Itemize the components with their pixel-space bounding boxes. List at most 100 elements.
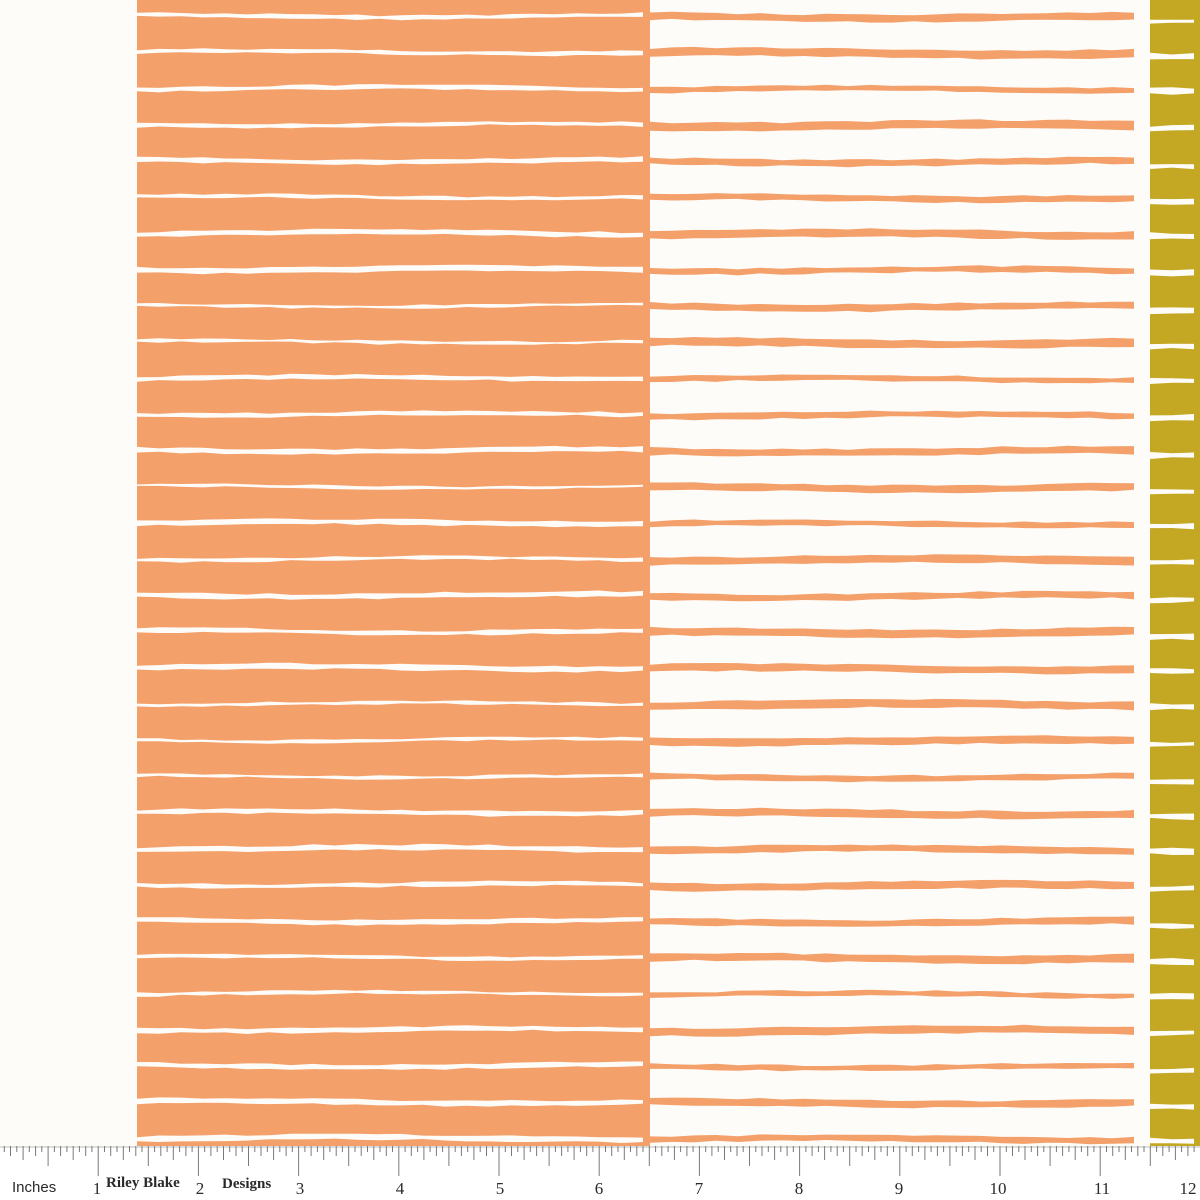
white-stripe [137, 808, 643, 817]
orange-stripe [650, 156, 1134, 168]
orange-stripe [650, 193, 1134, 204]
ruler-ticks [0, 1146, 1200, 1176]
mustard-gap [1150, 668, 1194, 674]
white-stripe [137, 264, 643, 275]
mustard-gap [1150, 124, 1194, 132]
orange-stripe [650, 519, 1134, 529]
white-stripe [137, 773, 643, 780]
mustard-gap [1150, 232, 1194, 240]
white-stripe [137, 880, 643, 889]
mustard-gap [1150, 164, 1194, 170]
brand-name-part1: Riley Blake [106, 1175, 180, 1191]
white-stripe [137, 555, 643, 563]
ruler-number-5: 5 [495, 1179, 505, 1198]
orange-stripe [650, 879, 1134, 892]
white-stripe [137, 228, 643, 238]
mustard-gap [1150, 993, 1194, 1000]
orange-panel [137, 0, 650, 1146]
white-stripe [137, 1097, 643, 1107]
brand-name-part2: Designs [222, 1176, 272, 1192]
white-stripe [137, 662, 643, 673]
orange-stripe [650, 337, 1134, 349]
mustard-gap [1150, 523, 1194, 530]
ruler-number-9: 9 [894, 1179, 904, 1198]
orange-stripe [650, 554, 1134, 566]
mustard-gap [1150, 1030, 1194, 1036]
orange-stripe [650, 301, 1134, 313]
orange-stripe [650, 374, 1134, 384]
mustard-gap [1150, 633, 1194, 641]
white-stripe [137, 121, 643, 129]
orange-stripe [650, 844, 1134, 855]
orange-stripe [650, 84, 1134, 94]
orange-stripe [650, 119, 1134, 132]
mustard-gap [1150, 343, 1194, 350]
orange-stripe [650, 916, 1134, 927]
orange-stripe [650, 590, 1134, 602]
white-stripe [137, 12, 643, 21]
white-stripe [137, 1061, 643, 1070]
mustard-gap [1150, 269, 1194, 277]
mustard-gap [1150, 703, 1194, 711]
mustard-gap [1150, 307, 1194, 315]
mustard-gap [1150, 559, 1194, 565]
white-stripe [137, 700, 643, 708]
white-stripe [137, 445, 643, 455]
orange-stripe [650, 807, 1134, 820]
ruler: Inches Riley Blake Designs 1 2 3 4 5 6 7… [0, 1146, 1200, 1200]
orange-stripe [650, 228, 1134, 240]
mustard-gap [1150, 813, 1194, 820]
white-stripe [137, 84, 643, 93]
mustard-gap [1150, 923, 1194, 929]
orange-stripes-group [650, 11, 1134, 1145]
mustard-gap [1150, 958, 1194, 966]
mustard-gap [1150, 741, 1194, 747]
mustard-gap [1150, 1137, 1194, 1144]
white-stripe [137, 48, 643, 57]
stripe-pattern [137, 0, 1200, 1146]
white-stripe [137, 483, 643, 490]
mustard-gap [1150, 779, 1194, 785]
white-stripe [137, 843, 643, 853]
mustard-gap [1150, 885, 1194, 892]
white-stripe [137, 338, 643, 345]
fabric-print [137, 0, 1200, 1146]
ruler-number-6: 6 [594, 1179, 604, 1198]
orange-stripe [650, 410, 1134, 421]
ruler-number-7: 7 [694, 1179, 704, 1198]
mustard-gaps-group [1150, 19, 1194, 1144]
orange-stripe [650, 1134, 1134, 1145]
orange-stripe [650, 1097, 1134, 1109]
white-stripes-group [137, 12, 643, 1143]
white-stripe [137, 590, 643, 600]
ruler-number-4: 4 [395, 1179, 405, 1198]
ruler-number-8: 8 [794, 1179, 804, 1198]
orange-stripe [650, 482, 1134, 494]
white-stripe [137, 917, 643, 926]
orange-stripe [650, 952, 1134, 965]
orange-stripe [650, 1024, 1134, 1037]
mustard-gap [1150, 1103, 1194, 1110]
white-stripe [137, 373, 643, 382]
orange-stripe [650, 698, 1134, 711]
ruler-number-10: 10 [989, 1179, 1007, 1198]
mustard-gap [1150, 597, 1194, 604]
mustard-gap [1150, 52, 1194, 60]
white-stripe [137, 156, 643, 166]
white-stripe [137, 410, 643, 418]
mustard-gap [1150, 414, 1194, 422]
mustard-gap [1150, 87, 1194, 95]
white-stripe [137, 989, 643, 997]
ruler-number-1: 1 [92, 1179, 102, 1198]
orange-stripe [650, 265, 1134, 276]
white-stripe [137, 1133, 643, 1143]
white-stripe [137, 518, 643, 528]
white-stripe [137, 736, 643, 744]
white-stripe [137, 302, 643, 309]
white-stripe [137, 193, 643, 201]
orange-stripe [650, 735, 1134, 747]
orange-stripe [650, 445, 1134, 457]
ruler-unit-label: Inches [12, 1179, 57, 1196]
mustard-gap [1150, 489, 1194, 495]
mustard-gap [1150, 198, 1194, 205]
